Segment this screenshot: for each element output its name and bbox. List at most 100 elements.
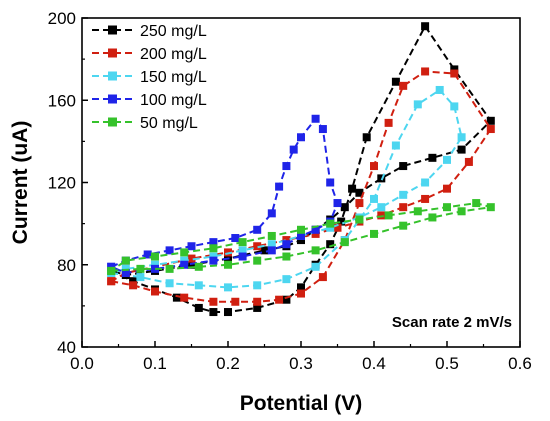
data-point bbox=[107, 266, 116, 275]
data-point bbox=[121, 256, 130, 265]
data-point bbox=[443, 155, 451, 164]
data-point bbox=[231, 234, 240, 243]
legend-marker bbox=[108, 94, 117, 104]
data-point bbox=[253, 297, 262, 306]
data-point bbox=[486, 116, 495, 125]
series-line bbox=[110, 70, 492, 303]
data-point bbox=[136, 264, 145, 273]
data-point bbox=[238, 246, 247, 255]
data-point bbox=[209, 256, 218, 265]
data-point bbox=[275, 295, 284, 304]
data-point bbox=[129, 277, 138, 286]
data-point bbox=[209, 244, 218, 253]
data-point bbox=[297, 236, 305, 245]
data-point bbox=[399, 81, 408, 90]
data-point bbox=[107, 262, 116, 271]
data-point bbox=[399, 203, 408, 212]
data-point bbox=[282, 275, 291, 284]
data-point bbox=[384, 211, 393, 220]
data-point bbox=[399, 162, 408, 171]
data-point bbox=[399, 190, 408, 199]
legend-label: 200 mg/L bbox=[140, 46, 207, 63]
data-point bbox=[326, 240, 335, 249]
data-point bbox=[370, 229, 378, 238]
data-point bbox=[194, 262, 203, 271]
data-point bbox=[282, 295, 291, 304]
data-point bbox=[253, 303, 262, 312]
data-point bbox=[187, 242, 196, 251]
data-point bbox=[337, 217, 346, 226]
data-point bbox=[472, 199, 481, 208]
scan-rate-annotation: Scan rate 2 mV/s bbox=[392, 314, 512, 331]
data-point bbox=[297, 225, 305, 234]
y-tick-label: 120 bbox=[48, 174, 76, 193]
data-point bbox=[370, 162, 378, 171]
data-point bbox=[267, 246, 276, 255]
x-tick-label: 0.5 bbox=[435, 354, 459, 373]
data-point bbox=[391, 141, 400, 150]
data-point bbox=[180, 248, 189, 257]
data-point bbox=[282, 162, 291, 171]
series-line bbox=[110, 88, 463, 289]
data-point bbox=[107, 277, 116, 286]
series-line bbox=[110, 202, 492, 272]
data-point bbox=[187, 254, 196, 263]
data-point bbox=[311, 114, 320, 123]
data-point bbox=[340, 238, 349, 247]
legend-item: 250 mg/L bbox=[92, 23, 207, 40]
x-tick-label: 0.3 bbox=[289, 354, 313, 373]
legend-item: 150 mg/L bbox=[92, 69, 207, 86]
data-point bbox=[326, 219, 335, 228]
data-point bbox=[209, 308, 218, 317]
data-point bbox=[224, 308, 232, 317]
legend-label: 100 mg/L bbox=[140, 92, 207, 109]
data-point bbox=[333, 199, 342, 208]
data-point bbox=[326, 178, 335, 187]
data-point bbox=[377, 203, 386, 212]
series-3 bbox=[107, 114, 342, 277]
data-point bbox=[428, 153, 437, 162]
y-axis-label: Current (uA) bbox=[9, 121, 32, 245]
data-point bbox=[421, 22, 430, 31]
data-point bbox=[238, 238, 247, 247]
data-point bbox=[311, 225, 320, 234]
data-point bbox=[421, 67, 430, 76]
legend-marker bbox=[108, 71, 117, 81]
data-point bbox=[209, 238, 218, 247]
data-point bbox=[194, 281, 203, 290]
data-point bbox=[275, 182, 284, 191]
data-point bbox=[224, 248, 232, 257]
y-tick-label: 160 bbox=[48, 91, 76, 110]
data-point bbox=[165, 264, 174, 273]
data-point bbox=[443, 184, 451, 193]
data-point bbox=[297, 133, 305, 142]
data-point bbox=[209, 297, 218, 306]
x-tick-label: 0.6 bbox=[508, 354, 532, 373]
data-point bbox=[450, 102, 459, 111]
data-point bbox=[165, 279, 174, 288]
data-point bbox=[340, 203, 349, 212]
data-point bbox=[151, 260, 159, 269]
data-point bbox=[355, 215, 364, 224]
data-point bbox=[180, 256, 189, 265]
axis-ticks: 0.0 0.1 0.2 0.3 0.4 0.5 0.6 40 80 120 160 200 bbox=[48, 9, 532, 373]
data-point bbox=[318, 273, 327, 282]
series-4 bbox=[107, 199, 495, 275]
data-point bbox=[151, 252, 159, 261]
data-point bbox=[486, 203, 495, 212]
data-point bbox=[253, 281, 262, 290]
data-point bbox=[282, 240, 291, 249]
data-point bbox=[362, 133, 371, 142]
data-point bbox=[224, 283, 232, 292]
data-point bbox=[224, 260, 232, 269]
data-point bbox=[253, 242, 262, 251]
data-point bbox=[377, 174, 386, 183]
data-point bbox=[231, 297, 240, 306]
x-axis-label: Potential (V) bbox=[240, 392, 363, 415]
data-point bbox=[194, 303, 203, 312]
data-point bbox=[326, 223, 335, 232]
series-line bbox=[110, 117, 339, 275]
data-point bbox=[370, 194, 378, 203]
data-point bbox=[180, 260, 189, 269]
data-point bbox=[151, 264, 159, 273]
